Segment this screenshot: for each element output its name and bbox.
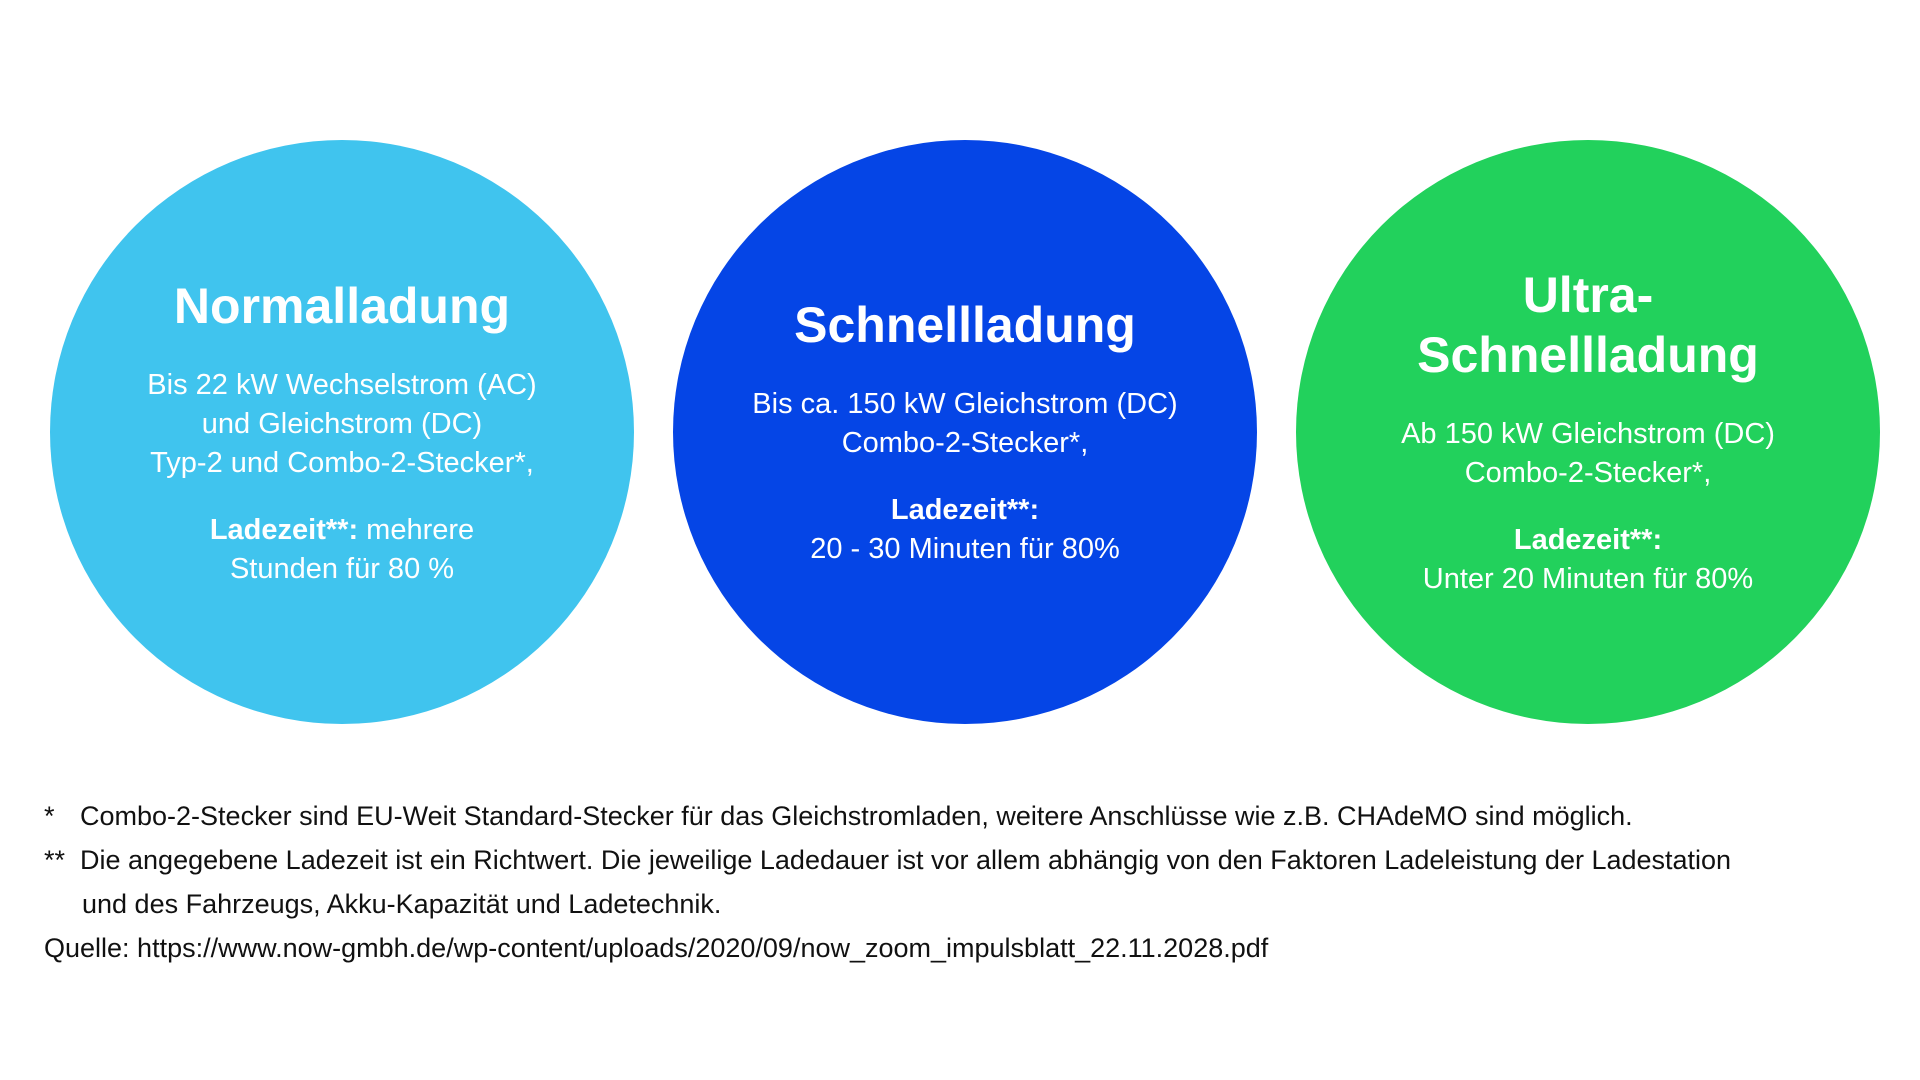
card-title-line: Ultra- — [1522, 267, 1654, 323]
footnote-1: * Combo-2-Stecker sind EU-Weit Standard-S… — [44, 794, 1894, 838]
card-title: Ultra- Schnellladung — [1417, 265, 1759, 385]
footnote-mark: * — [44, 801, 55, 831]
charging-time-inline: mehrere — [358, 513, 475, 546]
card-description: Bis 22 kW Wechselstrom (AC) und Gleichst… — [147, 366, 536, 483]
card-schnellladung: Schnellladung Bis ca. 150 kW Gleichstrom… — [673, 140, 1257, 724]
card-ultra-schnellladung: Ultra- Schnellladung Ab 150 kW Gleichstr… — [1296, 140, 1880, 724]
charging-time-label: Ladezeit**: — [1513, 524, 1663, 556]
card-normalladung: Normalladung Bis 22 kW Wechselstrom (AC)… — [50, 140, 634, 724]
card-desc-line: Ab 150 kW Gleichstrom (DC) — [1401, 418, 1775, 450]
card-desc-line: Typ-2 und Combo-2-Stecker*, — [150, 446, 534, 479]
card-title: Schnellladung — [794, 295, 1136, 355]
charging-time-first-line: Ladezeit**: mehrere — [210, 511, 474, 550]
card-desc-line: Combo-2-Stecker*, — [1464, 457, 1712, 489]
footnote-2: ** Die angegebene Ladezeit ist ein Richtw… — [44, 838, 1894, 882]
charging-time-value: 20 - 30 Minuten für 80% — [810, 533, 1120, 565]
footnote-2-continuation: und des Fahrzeugs, Akku-Kapazität und La… — [82, 889, 722, 919]
card-title-line: Schnellladung — [794, 297, 1136, 353]
charging-time: Ladezeit**: 20 - 30 Minuten für 80% — [810, 491, 1120, 569]
footnote-mark: ** — [44, 845, 66, 875]
footnotes: * Combo-2-Stecker sind EU-Weit Standard-S… — [44, 794, 1894, 970]
card-title-line: Normalladung — [173, 277, 511, 334]
charging-time: Ladezeit**: Unter 20 Minuten für 80% — [1423, 521, 1753, 599]
card-description: Bis ca. 150 kW Gleichstrom (DC) Combo-2-… — [752, 385, 1177, 463]
card-title-line: Schnellladung — [1417, 327, 1759, 383]
card-desc-line: Bis ca. 150 kW Gleichstrom (DC) — [752, 388, 1178, 420]
source-line: Quelle: https://www.now-gmbh.de/wp-conte… — [44, 933, 1269, 963]
charging-time-value: Stunden für 80 % — [229, 552, 455, 585]
card-desc-line: Combo-2-Stecker*, — [841, 427, 1089, 459]
footnote-text: Die angegebene Ladezeit ist ein Richtwer… — [80, 845, 1732, 875]
charging-time-label: Ladezeit**: — [890, 494, 1040, 526]
card-title: Normalladung — [174, 276, 510, 336]
charging-time-value: Unter 20 Minuten für 80% — [1422, 563, 1754, 595]
footnote-text: Combo-2-Stecker sind EU-Weit Standard-St… — [80, 801, 1633, 831]
card-desc-line: Bis 22 kW Wechselstrom (AC) — [147, 368, 537, 401]
card-description: Ab 150 kW Gleichstrom (DC) Combo-2-Steck… — [1401, 415, 1775, 493]
charging-time-label: Ladezeit**: — [209, 513, 359, 546]
card-desc-line: und Gleichstrom (DC) — [201, 407, 483, 440]
charging-time: Ladezeit**: mehrere Stunden für 80 % — [210, 511, 474, 589]
